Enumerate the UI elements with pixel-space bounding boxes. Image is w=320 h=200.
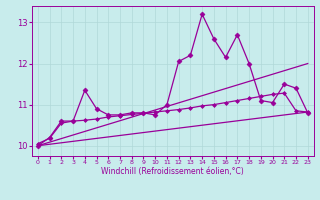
X-axis label: Windchill (Refroidissement éolien,°C): Windchill (Refroidissement éolien,°C) xyxy=(101,167,244,176)
